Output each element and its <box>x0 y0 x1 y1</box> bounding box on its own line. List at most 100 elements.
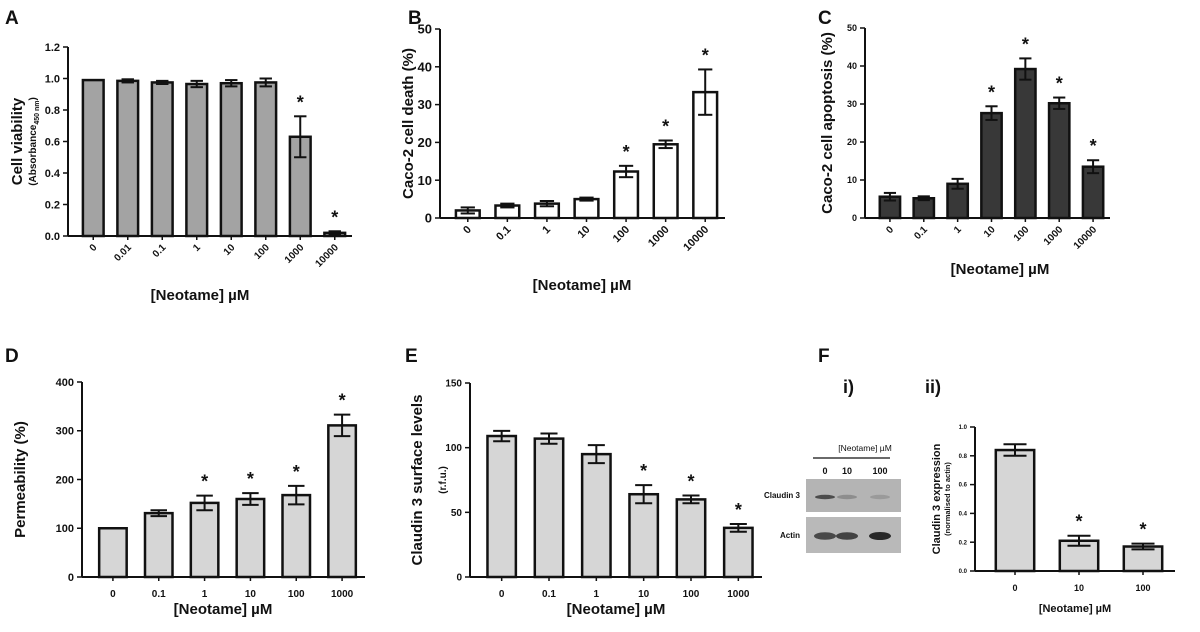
y-tick-label: 0.4 <box>45 168 61 180</box>
significance-star: * <box>247 469 254 489</box>
bar <box>327 424 358 579</box>
x-axis-label: [Neotame] µM <box>151 287 250 304</box>
y-tick-label: 100 <box>56 523 74 535</box>
x-axis-label: [Neotame] µM <box>533 277 632 294</box>
y-tick-label: 40 <box>847 61 857 71</box>
chart-panel-a: 0.0 0.2 0.4 0.6 0.8 1.0 1.2 0 0.01 0.1 1 10 100 * 1000… <box>9 42 352 304</box>
y-tick-label: 0.8 <box>45 105 60 117</box>
y-tick-label: 20 <box>418 135 432 150</box>
bar <box>97 527 128 579</box>
bar <box>116 79 140 238</box>
blot-row-label-actin: Actin <box>780 531 800 540</box>
western-blot: [Neotame] µM 0 10 100 Claudin 3 Actin <box>764 443 901 553</box>
y-tick-label: 1.0 <box>45 73 60 85</box>
y-tick-label: 0 <box>425 211 432 226</box>
significance-star: * <box>687 472 694 492</box>
x-tick-label: 10 <box>222 242 238 258</box>
x-tick-label: 100 <box>611 224 632 245</box>
y-axis-label: Claudin 3 surface levels <box>409 395 426 566</box>
chart-panel-e: 0 50 100 150 0 0.1 1 * 10 * 100 * 1000 [Neotame] µM Cl… <box>409 379 762 618</box>
x-tick-label: 0.1 <box>151 242 169 260</box>
x-tick-label: 100 <box>252 242 272 262</box>
x-axis-label: [Neotame] µM <box>174 601 273 618</box>
subpanel-label-i: i) <box>843 377 854 397</box>
y-tick-label: 100 <box>445 443 462 454</box>
significance-star: * <box>339 391 346 411</box>
y-axis-sublabel-end: ) <box>28 97 39 100</box>
y-tick-label: 0.0 <box>45 231 60 243</box>
y-axis-label: Claudin 3 expression <box>931 443 943 554</box>
bar <box>533 437 565 579</box>
x-tick-label: 1 <box>594 589 600 600</box>
y-tick-label: 0.2 <box>45 199 60 211</box>
x-tick-label: 100 <box>1012 224 1032 244</box>
significance-star: * <box>293 462 300 482</box>
y-tick-label: 10 <box>847 175 857 185</box>
actin-band <box>836 532 858 540</box>
x-tick-label: 0 <box>461 224 474 237</box>
x-tick-label: 100 <box>288 589 305 600</box>
panel-letter-b: B <box>408 8 422 29</box>
x-tick-label: 10 <box>575 224 592 241</box>
y-tick-label: 50 <box>847 23 857 33</box>
chart-panel-b: 0 10 20 30 40 50 0 0.1 1 10 * 100 * 1000 * 10000 [Neotam… <box>400 22 725 294</box>
bar <box>573 197 600 220</box>
bar <box>994 448 1036 573</box>
x-tick-label: 1 <box>202 589 208 600</box>
y-tick-label: 50 <box>451 508 463 519</box>
actin-band <box>869 532 891 540</box>
significance-star: * <box>1056 74 1063 94</box>
significance-star: * <box>702 45 709 65</box>
x-tick-label: 0.1 <box>912 224 930 242</box>
panel-letter-e: E <box>405 346 418 367</box>
y-tick-label: 30 <box>418 97 432 112</box>
claudin-band <box>870 494 890 500</box>
blot-lane-label: 100 <box>872 466 887 476</box>
y-tick-label: 0 <box>852 213 857 223</box>
y-axis-sublabel: (normalised to actin) <box>943 462 952 536</box>
y-tick-label: 30 <box>847 99 857 109</box>
y-axis-sublabel-subscript: 450 nm <box>34 101 41 125</box>
chart-panel-d: 0 100 200 300 400 0 0.1 * 1 * 10 * 100 * 1000 [Neotame]… <box>12 377 365 618</box>
bar <box>81 78 105 238</box>
x-tick-label: 0.1 <box>494 224 513 243</box>
x-tick-label: 1 <box>540 224 553 237</box>
bar <box>1013 67 1037 220</box>
significance-star: * <box>297 92 304 112</box>
x-tick-label: 0.01 <box>112 242 134 264</box>
x-axis-label: [Neotame] µM <box>1039 603 1111 615</box>
y-tick-label: 300 <box>56 426 74 438</box>
bar <box>150 81 174 238</box>
y-axis-sublabel: (Absorbance450 nm) <box>28 97 41 186</box>
bar <box>189 501 220 579</box>
significance-star: * <box>1075 512 1082 532</box>
bar <box>281 493 312 579</box>
y-tick-label: 150 <box>445 379 462 390</box>
panel-letter-c: C <box>818 8 832 29</box>
y-axis-label: Caco-2 cell apoptosis (%) <box>819 32 836 214</box>
bar <box>628 492 660 579</box>
bar <box>185 82 209 238</box>
y-tick-label: 40 <box>418 59 432 74</box>
chart-panel-f: 0.0 0.2 0.4 0.6 0.8 1.0 0 * 10 * 100 [Neotame] µM Cl… <box>931 425 1175 615</box>
y-tick-label: 0.4 <box>959 512 968 518</box>
panel-letter-f: F <box>818 346 830 367</box>
bar <box>1081 165 1105 220</box>
x-tick-label: 10000 <box>313 242 341 270</box>
significance-star: * <box>1022 34 1029 54</box>
x-tick-label: 0 <box>499 589 505 600</box>
y-axis-label: Caco-2 cell death (%) <box>400 48 417 199</box>
y-tick-label: 0 <box>456 573 462 584</box>
blot-lane-label: 10 <box>842 466 852 476</box>
panel-letter-a: A <box>5 8 19 29</box>
x-tick-label: 0.1 <box>542 589 556 600</box>
blot-header: [Neotame] µM <box>838 443 892 453</box>
blot-row-label-claudin: Claudin 3 <box>764 491 801 500</box>
bar <box>486 434 518 579</box>
y-tick-label: 1.0 <box>959 425 968 431</box>
claudin-band <box>815 494 835 500</box>
significance-star: * <box>1090 136 1097 156</box>
x-tick-label: 0 <box>88 242 100 254</box>
bar <box>219 81 243 238</box>
